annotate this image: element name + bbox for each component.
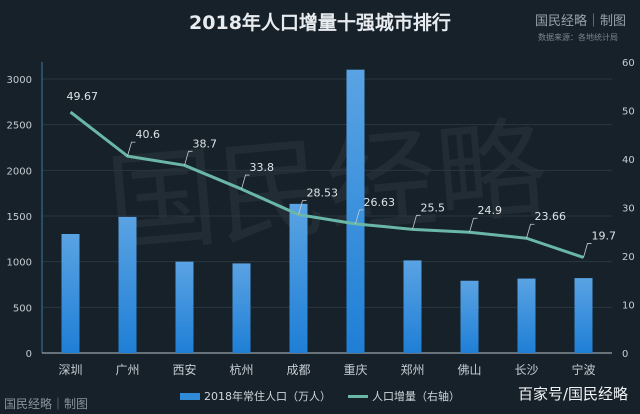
data-label: 40.6 bbox=[136, 128, 161, 141]
line-series bbox=[69, 110, 584, 259]
data-label: 25.5 bbox=[421, 201, 446, 214]
data-label: 26.63 bbox=[364, 196, 396, 209]
right-tick-label: 50 bbox=[622, 107, 635, 118]
right-tick-label: 20 bbox=[622, 252, 635, 263]
left-tick-label: 2000 bbox=[7, 166, 32, 177]
label-leader bbox=[298, 200, 307, 215]
left-tick-label: 500 bbox=[13, 303, 32, 314]
bar-西安 bbox=[175, 261, 194, 353]
data-label: 28.53 bbox=[307, 187, 339, 200]
label-leader bbox=[241, 174, 250, 190]
x-tick-label: 宁波 bbox=[571, 362, 595, 377]
x-tick-label: 长沙 bbox=[514, 363, 538, 377]
left-tick-label: 0 bbox=[26, 349, 32, 360]
data-label: 49.67 bbox=[67, 90, 99, 103]
label-leader bbox=[127, 141, 136, 157]
right-tick-label: 40 bbox=[622, 155, 635, 166]
data-label: 33.8 bbox=[250, 161, 275, 174]
left-tick-label: 1500 bbox=[7, 212, 32, 223]
bar-深圳 bbox=[61, 233, 80, 353]
bar-佛山 bbox=[460, 280, 479, 353]
source-label: 数据来源：各地统计局 bbox=[538, 33, 618, 42]
label-leader bbox=[526, 223, 535, 239]
label-leader bbox=[412, 214, 421, 230]
bar-成都 bbox=[289, 203, 308, 353]
x-tick-label: 郑州 bbox=[400, 362, 424, 377]
right-tick-label: 0 bbox=[622, 349, 628, 360]
data-label: 38.7 bbox=[193, 137, 218, 150]
data-label: 23.66 bbox=[535, 210, 567, 223]
legend-line: 人口增量（右轴） bbox=[348, 388, 460, 404]
right-tick-label: 60 bbox=[622, 58, 635, 69]
legend-line-label: 人口增量（右轴） bbox=[372, 390, 460, 403]
x-tick-label: 广州 bbox=[115, 363, 139, 377]
legend-line-swatch bbox=[348, 394, 368, 398]
data-label: 19.7 bbox=[592, 229, 617, 242]
bar-重庆 bbox=[346, 69, 365, 354]
bar-广州 bbox=[118, 216, 137, 353]
brand-label: 国民经略｜制图 bbox=[534, 14, 626, 29]
chart-title: 2018年人口增量十强城市排行 bbox=[189, 12, 451, 34]
legend-bar: 2018年常住人口（万人） bbox=[180, 388, 331, 404]
x-tick-label: 佛山 bbox=[457, 363, 481, 377]
footer-publisher: 百家号/国民经略 bbox=[517, 385, 628, 403]
x-tick-label: 西安 bbox=[172, 362, 196, 377]
right-tick-label: 10 bbox=[622, 301, 635, 312]
footer-credit: 国民经略｜制图 bbox=[4, 397, 89, 411]
data-label: 24.9 bbox=[478, 204, 503, 217]
legend-bar-label: 2018年常住人口（万人） bbox=[204, 390, 331, 403]
label-leader bbox=[469, 217, 478, 233]
bar-长沙 bbox=[517, 278, 536, 353]
right-tick-label: 30 bbox=[622, 204, 635, 215]
x-tick-label: 杭州 bbox=[229, 362, 253, 377]
label-leader bbox=[355, 209, 364, 224]
bar-宁波 bbox=[574, 278, 593, 353]
bar-杭州 bbox=[232, 263, 251, 353]
x-tick-label: 重庆 bbox=[343, 363, 367, 377]
left-tick-label: 2500 bbox=[7, 121, 32, 132]
left-tick-label: 3000 bbox=[7, 75, 32, 86]
x-tick-label: 深圳 bbox=[58, 363, 82, 377]
x-tick-label: 成都 bbox=[286, 363, 310, 377]
left-tick-label: 1000 bbox=[7, 258, 32, 269]
label-leader bbox=[583, 243, 592, 258]
legend-bar-swatch bbox=[180, 392, 200, 400]
label-leader bbox=[184, 150, 193, 166]
bar-郑州 bbox=[403, 260, 422, 353]
